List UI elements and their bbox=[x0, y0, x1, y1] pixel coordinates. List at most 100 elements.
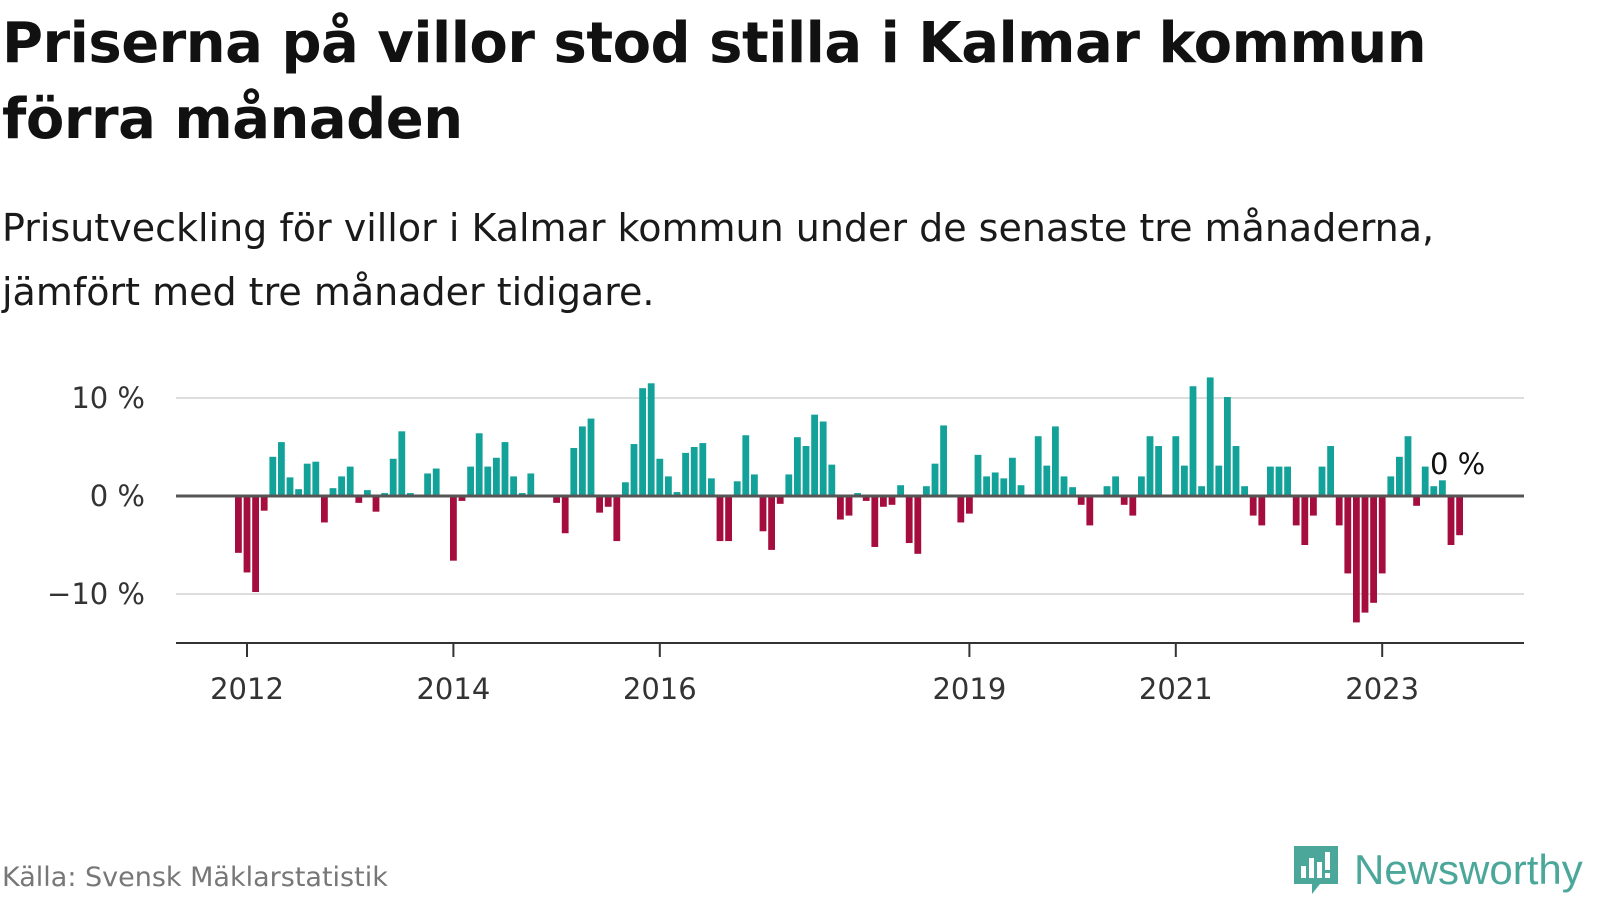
x-tick-label: 2019 bbox=[932, 672, 1006, 706]
bar bbox=[1249, 496, 1257, 516]
y-axis: 10 % 0 % −10 % bbox=[47, 381, 145, 611]
bar bbox=[604, 496, 612, 507]
bar bbox=[1284, 466, 1291, 496]
bar bbox=[484, 466, 492, 496]
x-axis: 2012 2014 2016 2019 2021 2023 bbox=[210, 643, 1419, 706]
bar bbox=[1447, 496, 1455, 545]
bar bbox=[1370, 496, 1377, 603]
bar bbox=[432, 468, 440, 496]
bar bbox=[1129, 496, 1137, 516]
bar bbox=[269, 456, 277, 496]
bar bbox=[475, 433, 483, 496]
bar bbox=[708, 478, 715, 496]
bar bbox=[1310, 496, 1317, 516]
bar bbox=[278, 442, 285, 496]
bar bbox=[837, 496, 844, 520]
bar bbox=[561, 496, 569, 534]
bar bbox=[303, 463, 311, 496]
bar bbox=[905, 496, 913, 544]
bar bbox=[1112, 476, 1119, 496]
bar bbox=[1335, 496, 1343, 526]
bar bbox=[424, 473, 431, 496]
bar bbox=[1267, 466, 1274, 496]
bar bbox=[759, 496, 767, 532]
bar bbox=[880, 496, 887, 507]
bar bbox=[931, 463, 939, 496]
bar bbox=[1387, 476, 1395, 496]
bar bbox=[811, 414, 818, 496]
bar bbox=[665, 476, 672, 496]
x-tick-label: 2014 bbox=[416, 672, 490, 706]
bar bbox=[1009, 457, 1016, 496]
bar bbox=[1224, 397, 1231, 496]
x-tick-label: 2021 bbox=[1139, 672, 1213, 706]
bar bbox=[372, 496, 380, 512]
bar bbox=[389, 458, 397, 496]
bar bbox=[1292, 496, 1300, 526]
x-tick-label: 2023 bbox=[1345, 672, 1419, 706]
bar bbox=[252, 496, 259, 593]
bar bbox=[587, 418, 595, 496]
bar bbox=[673, 492, 681, 496]
bar bbox=[1430, 486, 1438, 496]
bars bbox=[235, 377, 1463, 623]
bar bbox=[1353, 496, 1360, 623]
y-tick-label: 10 % bbox=[71, 381, 145, 415]
page-title: Priserna på villor stod stilla i Kalmar … bbox=[2, 11, 1427, 152]
y-tick-label: 0 % bbox=[90, 479, 145, 513]
bar bbox=[1327, 446, 1334, 496]
bar bbox=[725, 496, 732, 542]
bar bbox=[940, 425, 947, 496]
bar bbox=[733, 481, 741, 496]
bar bbox=[1077, 496, 1085, 505]
bar bbox=[364, 490, 371, 496]
bar bbox=[1086, 496, 1094, 526]
bar bbox=[1301, 496, 1309, 545]
bar bbox=[1181, 465, 1188, 496]
bar bbox=[845, 496, 853, 516]
bar bbox=[1069, 487, 1076, 496]
bar bbox=[819, 421, 827, 496]
bar bbox=[1146, 436, 1154, 496]
bar bbox=[1103, 486, 1111, 496]
bar bbox=[923, 486, 930, 496]
bar bbox=[1439, 480, 1446, 496]
bar bbox=[355, 496, 363, 503]
bar bbox=[1189, 386, 1197, 496]
bar bbox=[785, 474, 793, 496]
bar bbox=[260, 496, 268, 511]
bar bbox=[1052, 426, 1059, 496]
bar bbox=[802, 446, 810, 496]
bar bbox=[1060, 476, 1068, 496]
bar bbox=[974, 454, 982, 496]
page-subtitle: Prisutveckling för villor i Kalmar kommu… bbox=[2, 206, 1435, 314]
bar bbox=[742, 435, 750, 496]
bar bbox=[467, 466, 474, 496]
bar bbox=[458, 496, 466, 501]
brand-logo[interactable]: Newsworthy bbox=[1290, 840, 1583, 900]
bar bbox=[699, 443, 707, 496]
bar bbox=[862, 496, 870, 501]
bar bbox=[751, 474, 758, 496]
bar bbox=[622, 482, 629, 496]
bar bbox=[295, 489, 302, 496]
bar bbox=[897, 485, 904, 496]
bar bbox=[1043, 465, 1051, 496]
bar bbox=[1017, 485, 1025, 496]
bar bbox=[768, 496, 775, 550]
bar bbox=[966, 496, 973, 514]
bar bbox=[1318, 466, 1326, 496]
bar bbox=[579, 426, 586, 496]
bar bbox=[888, 496, 896, 505]
bar bbox=[647, 383, 655, 496]
x-tick-label: 2016 bbox=[623, 672, 697, 706]
bar bbox=[871, 496, 879, 547]
bar bbox=[828, 464, 836, 496]
bar bbox=[450, 496, 457, 561]
bar bbox=[1404, 436, 1412, 496]
bar bbox=[312, 461, 320, 496]
bar bbox=[914, 496, 922, 554]
bar bbox=[1120, 496, 1128, 505]
bar bbox=[957, 496, 965, 523]
